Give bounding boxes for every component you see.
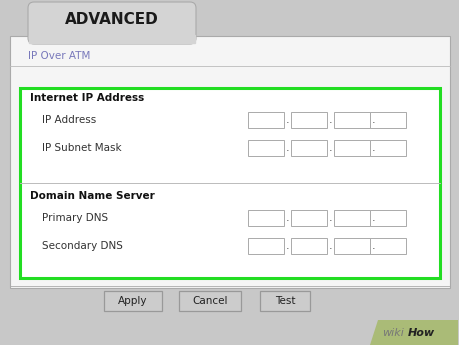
Text: .: . [329,213,332,223]
Text: .: . [329,241,332,251]
Text: .: . [285,213,289,223]
Bar [291,140,326,156]
Bar [259,291,309,311]
Text: .: . [285,143,289,153]
Text: .: . [371,241,375,251]
Text: .: . [285,241,289,251]
Polygon shape [369,320,457,345]
Text: How: How [407,327,434,337]
Bar [247,140,283,156]
Text: IP Address: IP Address [42,115,96,125]
Bar [369,238,405,254]
Text: IP Subnet Mask: IP Subnet Mask [42,143,121,153]
Text: .: . [329,115,332,125]
Bar [369,140,405,156]
Bar [179,291,241,311]
Text: Domain Name Server: Domain Name Server [30,191,154,201]
Bar [247,210,283,226]
Text: .: . [371,213,375,223]
Bar [333,238,369,254]
Bar [10,36,449,288]
Bar [291,112,326,128]
Bar [333,140,369,156]
Text: Cancel: Cancel [192,296,227,306]
Bar [20,88,439,278]
Text: Apply: Apply [118,296,147,306]
Text: Primary DNS: Primary DNS [42,213,108,223]
Bar [104,291,162,311]
Text: Test: Test [274,296,295,306]
Bar [291,210,326,226]
Text: ADVANCED: ADVANCED [65,12,158,28]
Text: .: . [329,143,332,153]
Bar [291,238,326,254]
Bar [333,112,369,128]
Bar [333,210,369,226]
Bar [247,238,283,254]
Text: IP Over ATM: IP Over ATM [28,51,90,61]
Text: wiki: wiki [381,327,403,337]
Bar [369,112,405,128]
Bar [369,210,405,226]
Bar [247,112,283,128]
FancyBboxPatch shape [28,2,196,44]
Bar [29,35,195,43]
Text: Internet IP Address: Internet IP Address [30,93,144,103]
Text: .: . [371,143,375,153]
Text: Secondary DNS: Secondary DNS [42,241,123,251]
Text: .: . [285,115,289,125]
Text: .: . [371,115,375,125]
